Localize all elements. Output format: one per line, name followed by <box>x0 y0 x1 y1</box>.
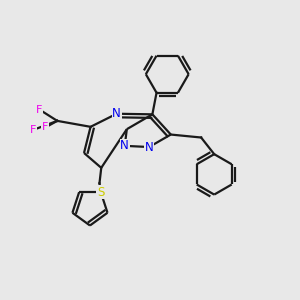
Text: N: N <box>120 139 129 152</box>
Text: N: N <box>112 107 121 120</box>
Text: N: N <box>145 140 154 154</box>
Text: S: S <box>97 186 104 199</box>
Text: F: F <box>36 105 43 115</box>
Text: F: F <box>30 125 37 135</box>
Text: F: F <box>42 122 49 132</box>
